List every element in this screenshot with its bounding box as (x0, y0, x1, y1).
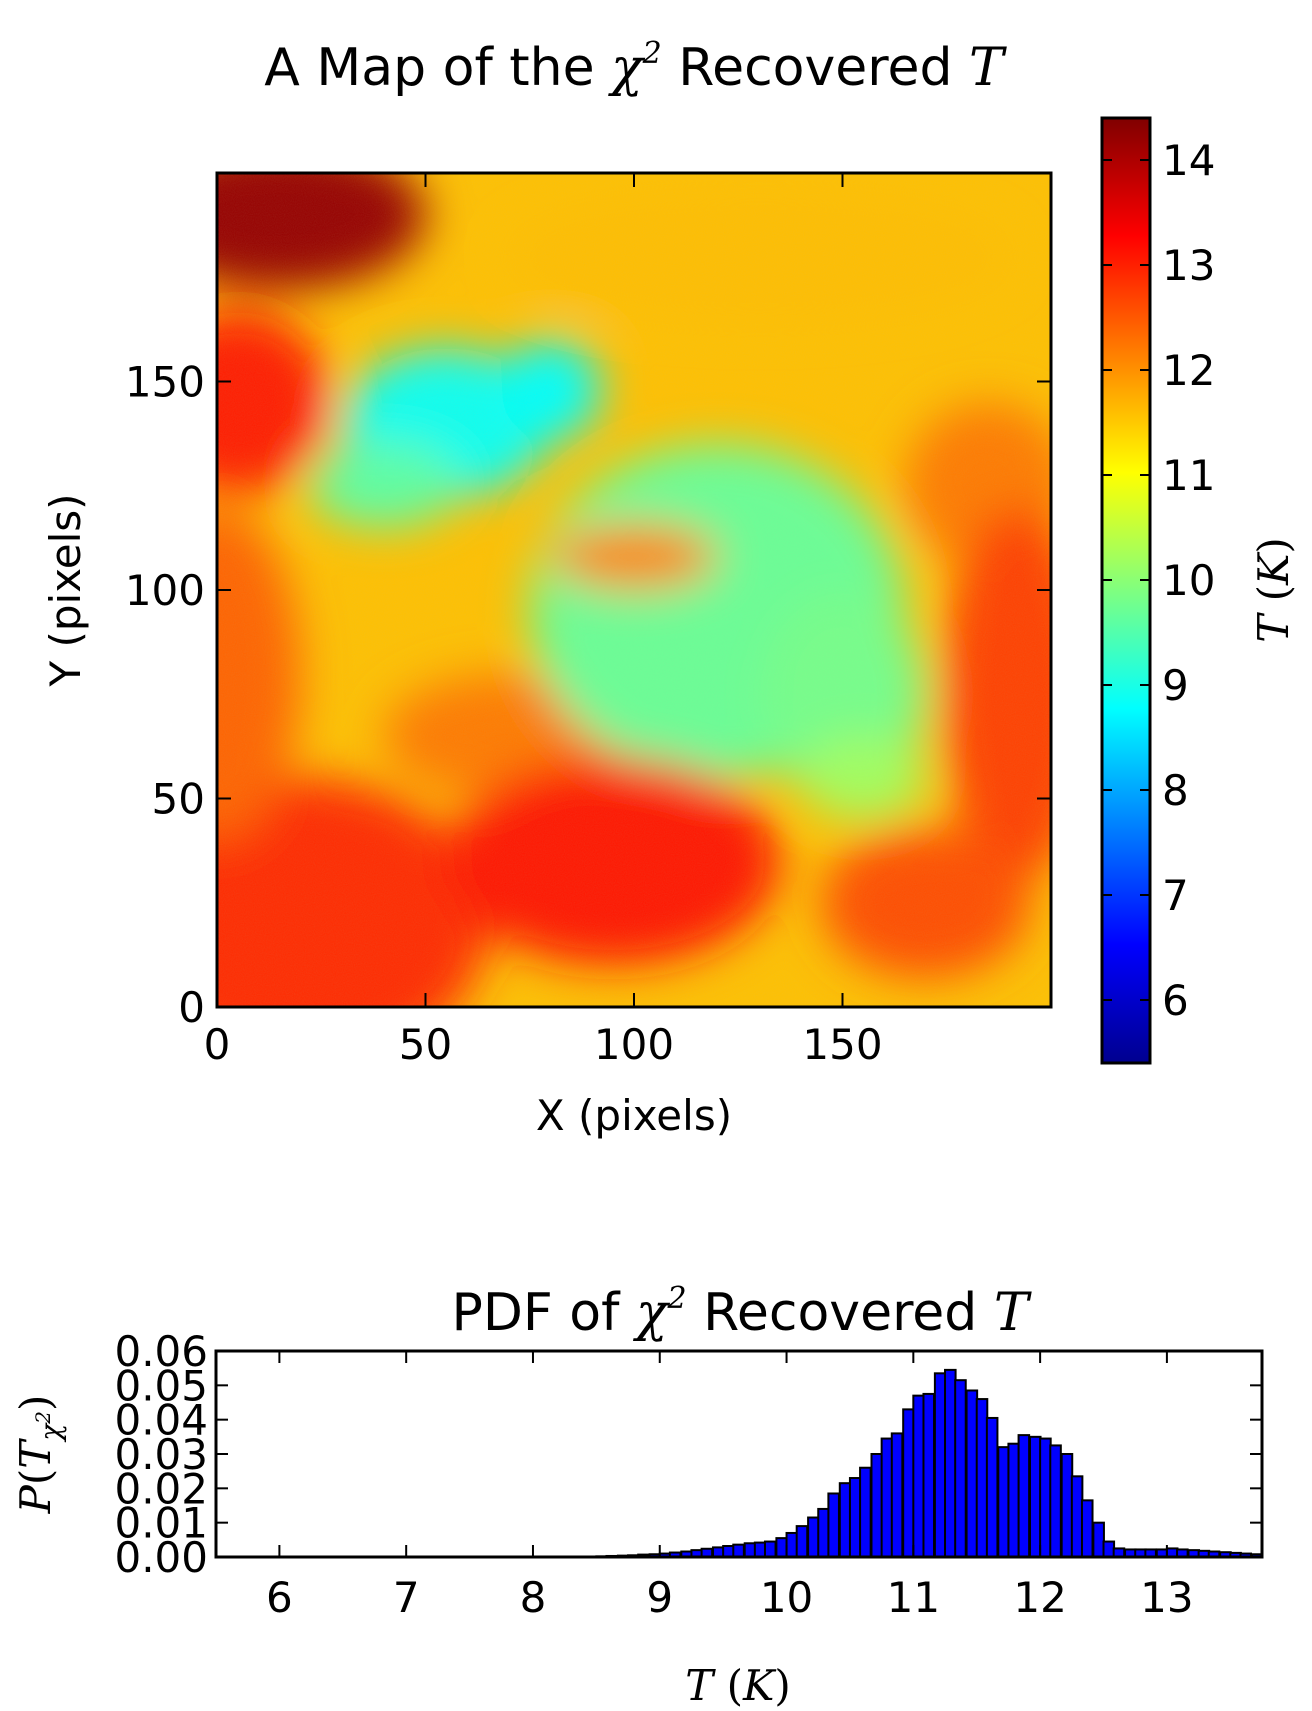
hist-y-tick-label: 0.03 (114, 1430, 208, 1479)
histogram-bar (753, 1541, 767, 1558)
histogram-bars (595, 1368, 1263, 1559)
hist-x-tick-label: 11 (887, 1573, 940, 1622)
hist-y-tick-label: 0.05 (114, 1361, 208, 1410)
colorbar-tick-label: 14 (1162, 136, 1215, 185)
histogram-bar (975, 1398, 989, 1558)
hist-x-tick-label: 13 (1140, 1573, 1193, 1622)
histogram-bar (1007, 1442, 1020, 1558)
colorbar-tick-label: 6 (1162, 976, 1189, 1025)
heatmap-axes: 0 50 100 150 0 50 100 150 (125, 173, 1051, 1069)
colorbar-tick-label: 12 (1162, 346, 1215, 395)
histogram-bar (1060, 1453, 1074, 1558)
histogram-bar (775, 1537, 788, 1559)
colorbar-tick-label: 13 (1162, 241, 1215, 290)
histogram-y-axis-label: P(Tχ2) (11, 1395, 67, 1515)
x-tick-label: 150 (802, 1020, 882, 1069)
histogram-bar (922, 1392, 936, 1558)
colorbar: 6 7 8 9 10 11 12 13 14 T (K) (1100, 116, 1298, 1065)
hist-x-tick-label: 10 (760, 1573, 813, 1622)
hist-y-tick-label: 0.00 (114, 1533, 208, 1582)
y-tick-label: 0 (178, 983, 205, 1032)
hist-x-tick-label: 12 (1013, 1573, 1066, 1622)
heatmap-image (217, 173, 1051, 1007)
hist-y-tick-label: 0.02 (114, 1464, 208, 1513)
histogram-bar (722, 1545, 735, 1558)
hist-x-tick-label: 8 (520, 1573, 547, 1622)
heatmap-y-axis-label: Y (pixels) (41, 493, 90, 687)
histogram-bar (1092, 1521, 1105, 1558)
y-tick-label: 100 (125, 566, 205, 615)
histogram-bar (732, 1543, 745, 1559)
colorbar-tick-label: 10 (1162, 556, 1215, 605)
heatmap-title: A Map of the χ2 Recovered T (264, 36, 1007, 98)
histogram-bar (880, 1437, 894, 1559)
histogram-bar (944, 1368, 957, 1558)
y-tick-label: 50 (152, 775, 205, 824)
histogram-bar (1080, 1499, 1094, 1558)
colorbar-tick-label: 11 (1162, 451, 1215, 500)
histogram-chart: PDF of χ2 Recovered T 6 7 8 9 10 11 12 130.000.… (11, 1281, 1264, 1710)
hist-x-tick-label: 7 (393, 1573, 420, 1622)
histogram-bar (997, 1446, 1010, 1558)
histogram-bar (743, 1542, 757, 1559)
histogram-frame (214, 1349, 1264, 1559)
colorbar-gradient (1100, 116, 1152, 1065)
histogram-bar (827, 1492, 840, 1558)
histogram-bar (807, 1516, 820, 1559)
histogram-bar (1070, 1475, 1084, 1558)
histogram-bar (902, 1408, 915, 1559)
histogram-bar (1102, 1540, 1116, 1559)
heatmap-x-axis-label: X (pixels) (536, 1091, 732, 1140)
histogram-bar (985, 1416, 999, 1558)
colorbar-label: T (K) (1249, 537, 1298, 643)
histogram-bar (1049, 1444, 1062, 1558)
histogram-bar (1028, 1435, 1042, 1559)
histogram-bar (890, 1432, 904, 1559)
histogram-axes: 6 7 8 9 10 11 12 13 0.000.010.020.030.040.050.06 (114, 1327, 1262, 1622)
histogram-bar (870, 1453, 884, 1558)
hist-y-tick-label: 0.06 (114, 1327, 208, 1376)
hist-y-tick-label: 0.01 (114, 1499, 208, 1548)
histogram-bar (933, 1372, 947, 1558)
x-tick-label: 50 (399, 1020, 452, 1069)
histogram-bar (795, 1525, 809, 1558)
histogram-bar (817, 1507, 830, 1559)
histogram-bar (859, 1466, 872, 1558)
histogram-bar (838, 1482, 852, 1559)
histogram-bar (1017, 1434, 1031, 1559)
histogram-bar (1039, 1437, 1052, 1559)
histogram-bar (954, 1379, 967, 1559)
colorbar-ticks: 6 7 8 9 10 11 12 13 14 (1102, 136, 1215, 1025)
colorbar-tick-label: 8 (1162, 766, 1189, 815)
hist-x-tick-label: 6 (266, 1573, 293, 1622)
x-tick-label: 100 (594, 1020, 674, 1069)
histogram-bar (965, 1389, 979, 1558)
x-tick-label: 0 (204, 1020, 231, 1069)
histogram-bar (912, 1394, 925, 1558)
colorbar-tick-label: 7 (1162, 871, 1189, 920)
hist-x-tick-label: 9 (646, 1573, 673, 1622)
histogram-x-axis-label: T (K) (685, 1661, 791, 1710)
hist-y-tick-label: 0.04 (114, 1396, 208, 1445)
histogram-bar (763, 1540, 777, 1559)
histogram-bar (785, 1531, 799, 1559)
y-tick-label: 150 (125, 358, 205, 407)
colorbar-tick-label: 9 (1162, 661, 1189, 710)
histogram-bar (848, 1477, 862, 1558)
histogram-title: PDF of χ2 Recovered T (451, 1281, 1031, 1343)
heatmap-chart: A Map of the χ2 Recovered T 0 50 100 150 0 50… (41, 36, 1298, 1140)
